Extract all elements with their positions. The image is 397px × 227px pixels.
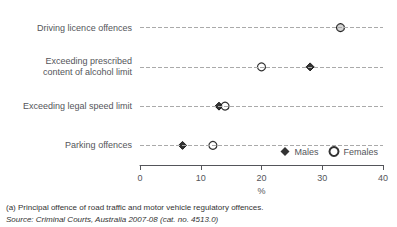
svg-text:%: % (257, 186, 265, 196)
svg-text:30: 30 (317, 173, 327, 183)
svg-text:Females: Females (343, 147, 378, 157)
svg-text:Exceeding legal speed limit: Exceeding legal speed limit (23, 101, 133, 111)
svg-text:10: 10 (196, 173, 206, 183)
svg-text:(a) Principal offence of road: (a) Principal offence of road traffic an… (6, 203, 263, 212)
svg-text:Exceeding prescribed: Exceeding prescribed (45, 56, 132, 66)
svg-text:Males: Males (294, 147, 319, 157)
svg-text:0: 0 (137, 173, 142, 183)
svg-text:40: 40 (378, 173, 388, 183)
svg-text:Parking offences: Parking offences (65, 140, 132, 150)
svg-text:20: 20 (256, 173, 266, 183)
svg-text:Source: Criminal Courts, Austr: Source: Criminal Courts, Australia 2007-… (6, 215, 219, 224)
svg-text:Driving licence offences: Driving licence offences (37, 23, 132, 33)
svg-text:content of alcohol limit: content of alcohol limit (43, 67, 133, 77)
